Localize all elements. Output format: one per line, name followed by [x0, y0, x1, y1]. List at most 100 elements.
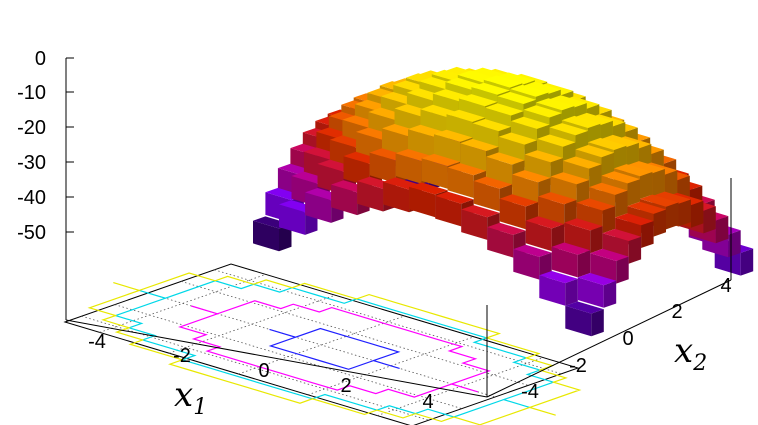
cell-top-face: [538, 192, 577, 205]
cell-top-face: [524, 150, 563, 163]
cell-side-face: [603, 280, 617, 308]
surface-cell: [513, 244, 552, 280]
cell-top-face: [498, 132, 537, 145]
cell-side-face: [715, 216, 729, 244]
cell-front-face: [565, 305, 592, 337]
cell-side-face: [641, 221, 654, 248]
grid-line: [307, 336, 475, 396]
cell-top-face: [574, 112, 613, 126]
cell-side-face: [628, 236, 642, 264]
cell-side-face: [690, 200, 704, 228]
cell-top-face: [461, 205, 500, 218]
cell-top-face: [565, 301, 604, 314]
x2-axis-label: x2: [674, 331, 707, 376]
cell-top-face: [483, 75, 523, 88]
cell-top-face: [487, 222, 526, 235]
cell-front-face: [499, 198, 526, 230]
x2-tick-label: 0: [622, 328, 633, 350]
cell-front-face: [409, 186, 436, 218]
x1-axis-line: [65, 319, 488, 398]
cell-side-face: [565, 278, 578, 306]
cell-front-face: [279, 204, 306, 235]
z-tick-label: -20: [17, 117, 46, 139]
cell-front-face: [421, 158, 448, 189]
cell-side-face: [577, 250, 591, 278]
cell-side-face: [653, 209, 666, 237]
cell-front-face: [383, 181, 410, 213]
cell-side-face: [615, 190, 628, 218]
cell-side-face: [640, 171, 653, 199]
x2-tick-label: 2: [671, 301, 682, 323]
cell-side-face: [627, 179, 640, 207]
cell-top-face: [615, 213, 654, 226]
cell-top-face: [421, 153, 461, 167]
cell-front-face: [473, 181, 500, 212]
cell-front-face: [447, 167, 474, 198]
cell-top-face: [577, 273, 617, 286]
cell-top-face: [551, 242, 591, 255]
bar-layer: [253, 66, 754, 337]
x2-tick-label: -2: [569, 355, 587, 377]
base-plane-outline: [63, 263, 580, 425]
cell-side-face: [590, 226, 603, 254]
cell-top-face: [537, 134, 576, 147]
cell-top-face: [523, 105, 562, 118]
x1-tick-label: -4: [88, 331, 106, 353]
axis-layer: [65, 58, 732, 398]
cell-front-face: [513, 249, 540, 280]
surface-cell: [551, 242, 591, 278]
contour-line: [178, 300, 491, 398]
cell-front-face: [357, 181, 384, 212]
cell-top-face: [499, 194, 539, 207]
cell-top-face: [525, 216, 565, 229]
surface-cell: [525, 216, 565, 252]
grid-line: [377, 357, 544, 416]
cell-top-face: [472, 119, 511, 132]
cell-top-face: [460, 138, 499, 152]
x1-tick-label: -2: [173, 345, 191, 367]
grid-line: [181, 281, 529, 386]
cell-side-face: [664, 170, 678, 198]
cell-top-face: [549, 123, 588, 136]
cell-top-face: [601, 171, 640, 184]
cell-top-face: [575, 145, 614, 158]
cell-side-face: [652, 168, 665, 196]
cell-front-face: [435, 195, 462, 227]
cell-top-face: [434, 129, 473, 142]
contour-line: [87, 272, 582, 425]
cell-top-face: [550, 172, 590, 185]
cell-top-face: [496, 72, 535, 85]
surface-cell: [539, 271, 578, 306]
cell-side-face: [279, 224, 292, 252]
x2-axis-line: [486, 279, 732, 398]
cell-top-face: [535, 98, 575, 111]
cell-top-face: [564, 218, 603, 231]
z-tick-label: -50: [17, 222, 46, 244]
z-tick-label: -30: [17, 152, 46, 174]
cell-top-face: [512, 170, 551, 183]
cell-top-face: [486, 152, 525, 165]
cell-top-face: [602, 228, 642, 241]
cell-top-face: [600, 134, 639, 148]
cell-front-face: [331, 184, 358, 216]
cell-front-face: [395, 153, 422, 184]
cell-top-face: [447, 163, 487, 176]
cell-top-face: [522, 81, 561, 94]
cell-front-face: [305, 192, 332, 223]
surface-cell: [461, 205, 500, 240]
cell-side-face: [740, 248, 754, 276]
cell-side-face: [703, 206, 716, 234]
cell-top-face: [435, 191, 474, 204]
z-tick-label: -40: [17, 187, 46, 209]
cell-top-face: [561, 115, 601, 128]
cell-top-face: [497, 91, 536, 104]
cell-top-face: [548, 95, 587, 108]
cell-top-face: [590, 248, 629, 261]
surface-cell: [253, 216, 292, 252]
grid-line: [99, 274, 266, 333]
cell-top-face: [563, 156, 602, 169]
cell-front-face: [369, 152, 396, 184]
cell-top-face: [409, 182, 448, 195]
